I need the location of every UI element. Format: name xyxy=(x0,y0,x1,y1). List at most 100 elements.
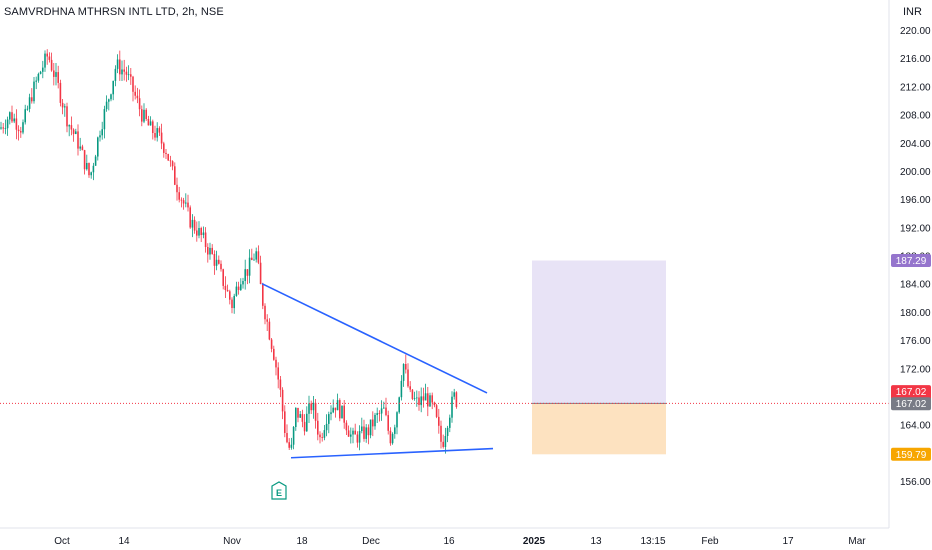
candle-body xyxy=(103,109,106,130)
candle-body xyxy=(396,412,398,428)
candle-body xyxy=(306,413,308,432)
price-tick-label: 196.00 xyxy=(900,195,931,206)
candle-body xyxy=(429,395,431,407)
candle-body xyxy=(222,269,224,286)
candle-body xyxy=(339,400,341,419)
earnings-marker[interactable]: E xyxy=(271,481,287,500)
stop-price-tag-value: 159.79 xyxy=(896,450,927,461)
candle-body xyxy=(330,412,332,415)
candle-body xyxy=(204,232,207,247)
candle-body xyxy=(185,202,187,204)
price-tick-label: 172.00 xyxy=(900,364,931,375)
time-tick-label: Nov xyxy=(223,536,241,547)
entry-price-tag-value: 167.02 xyxy=(896,399,927,410)
candle-body xyxy=(130,74,132,77)
candle-body xyxy=(178,192,180,200)
candle-body xyxy=(438,416,440,426)
candle-body xyxy=(149,121,152,126)
candle-body xyxy=(39,71,42,74)
candle-body xyxy=(125,71,128,75)
candle-body xyxy=(413,398,416,399)
candle-body xyxy=(433,402,436,406)
candle-body xyxy=(127,74,130,76)
candle-body xyxy=(341,405,343,419)
candle-body xyxy=(200,228,202,235)
long-position-zones[interactable] xyxy=(532,260,666,455)
candle-body xyxy=(440,425,442,442)
candle-body xyxy=(154,133,156,138)
candle-body xyxy=(24,109,26,123)
time-axis[interactable]: Oct 14 Nov 18 Dec 16 2025 13 13:15 Feb 17 Mar xyxy=(54,536,866,547)
candle-body xyxy=(37,73,40,81)
candle-body xyxy=(108,99,110,102)
candle-body xyxy=(9,112,11,120)
candle-body xyxy=(167,154,169,161)
price-tick-label: 176.00 xyxy=(900,336,931,347)
candle-body xyxy=(213,254,216,266)
candle-body xyxy=(112,80,114,95)
candle-body xyxy=(405,364,407,370)
profit-zone[interactable] xyxy=(532,260,666,404)
time-tick-label: Oct xyxy=(54,536,70,547)
candle-body xyxy=(244,269,246,281)
candle-body xyxy=(398,397,400,413)
candle-body xyxy=(235,286,238,296)
candle-body xyxy=(6,119,9,129)
earnings-label: E xyxy=(276,488,282,498)
loss-zone[interactable] xyxy=(532,403,666,455)
candle-body xyxy=(97,137,99,157)
trendline-resistance[interactable] xyxy=(261,282,488,394)
candle-body xyxy=(255,251,257,260)
candle-body xyxy=(145,109,147,119)
candle-body xyxy=(453,392,455,397)
trendlines[interactable] xyxy=(261,282,494,459)
candle-body xyxy=(70,125,73,130)
candle-body xyxy=(101,129,103,136)
time-tick-label: 2025 xyxy=(523,536,546,547)
price-tick-label: 192.00 xyxy=(900,223,931,234)
candle-body xyxy=(422,396,425,401)
candle-body xyxy=(394,427,396,434)
candle-body xyxy=(121,69,123,75)
candle-body xyxy=(158,128,161,133)
candle-body xyxy=(105,101,108,110)
candle-body xyxy=(224,285,227,290)
candle-body xyxy=(92,165,95,173)
candle-body xyxy=(143,109,145,122)
price-tick-label: 216.00 xyxy=(900,54,931,65)
candle-body xyxy=(209,247,211,255)
candle-body xyxy=(449,417,451,428)
candle-body xyxy=(266,319,268,322)
candle-body xyxy=(196,230,198,236)
candle-body xyxy=(262,284,264,306)
candle-body xyxy=(380,408,383,414)
earnings-icon[interactable] xyxy=(271,481,287,500)
candle-body xyxy=(442,441,444,447)
candle-body xyxy=(220,263,222,270)
time-tick-label: 13 xyxy=(590,536,602,547)
candle-body xyxy=(325,423,328,431)
trendline-support[interactable] xyxy=(290,447,494,459)
candle-body xyxy=(383,407,385,409)
price-tick-label: 200.00 xyxy=(900,167,931,178)
price-tick-label: 184.00 xyxy=(900,280,931,291)
candle-body xyxy=(193,219,196,231)
candle-body xyxy=(277,367,279,380)
candle-body xyxy=(33,81,35,102)
target-price-tag-value: 187.29 xyxy=(896,256,927,267)
candle-body xyxy=(444,436,447,447)
time-tick-label: 18 xyxy=(296,536,308,547)
candle-body xyxy=(31,97,33,102)
candle-body xyxy=(352,430,354,435)
candle-body xyxy=(44,53,46,68)
candle-body xyxy=(310,403,312,411)
candle-body xyxy=(4,128,7,129)
candle-body xyxy=(253,259,255,261)
candlesticks xyxy=(0,49,458,454)
candle-body xyxy=(372,419,374,427)
currency-label[interactable]: INR xyxy=(903,6,922,18)
candle-body xyxy=(20,131,22,133)
